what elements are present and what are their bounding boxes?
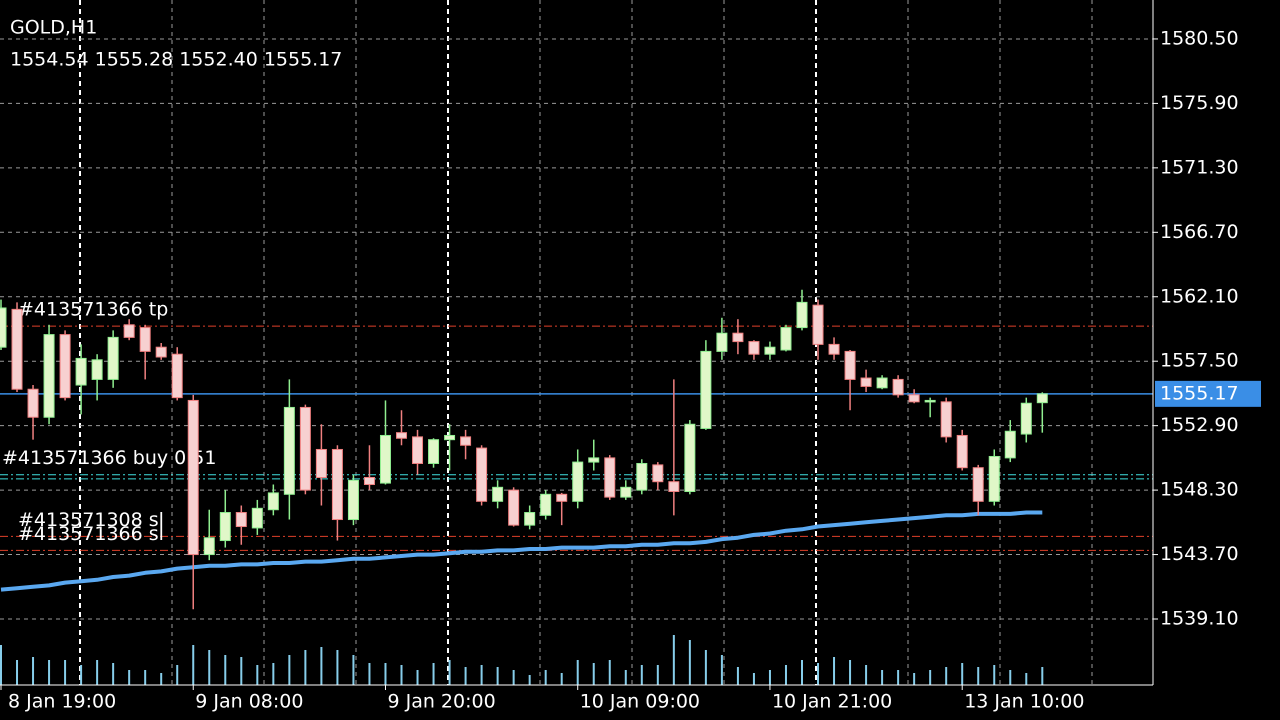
- candle-body: [956, 434, 968, 469]
- x-tick-label: 9 Jan 20:00: [387, 691, 495, 713]
- candle-body: [0, 307, 7, 348]
- candle-body: [732, 332, 744, 343]
- candle-body: [716, 332, 728, 352]
- candle-body: [924, 399, 936, 403]
- y-tick-label: 1571.30: [1160, 156, 1239, 178]
- candle-body: [235, 512, 247, 528]
- candle-body: [860, 377, 872, 387]
- candle-body: [91, 359, 103, 380]
- candle-body: [828, 343, 840, 355]
- candle-body: [171, 353, 183, 399]
- candle-body: [27, 388, 39, 418]
- candle-body: [588, 457, 600, 463]
- y-tick-label: 1539.10: [1160, 608, 1239, 630]
- candle-body: [43, 334, 55, 418]
- y-tick-label: 1543.70: [1160, 543, 1239, 565]
- candle-body: [299, 406, 311, 491]
- plot-area: #413571366 tp #413571366 buy 0.51 #4135713…: [0, 289, 1153, 685]
- candle-body: [267, 492, 279, 511]
- candle-body: [139, 327, 151, 352]
- candle-body: [940, 401, 952, 438]
- ohlc-readout: 1554.54 1555.28 1552.40 1555.17: [10, 49, 342, 71]
- candle-body: [379, 434, 391, 484]
- candle-body: [412, 436, 424, 464]
- candle-body: [1036, 393, 1048, 404]
- y-tick-label: 1580.50: [1160, 27, 1239, 49]
- candle-body: [107, 336, 119, 380]
- candle-body: [492, 486, 504, 502]
- order-level-label: #413571366 sl: [18, 523, 164, 545]
- candle-body: [11, 308, 23, 390]
- order-level-label: #413571366 tp: [18, 299, 168, 321]
- candle-body: [844, 350, 856, 380]
- candle-body: [283, 406, 295, 495]
- order-level-label: #413571308 sl: [18, 509, 164, 531]
- candle-body: [187, 399, 199, 556]
- y-tick-label: 1548.30: [1160, 479, 1239, 501]
- candle-body: [668, 481, 680, 493]
- candle-body: [812, 304, 824, 345]
- candle-body: [219, 512, 231, 542]
- candle-body: [876, 377, 888, 389]
- candle-body: [331, 448, 343, 521]
- y-tick-label: 1575.90: [1160, 92, 1239, 114]
- candle-body: [572, 461, 584, 502]
- y-tick-label: 1552.90: [1160, 414, 1239, 436]
- x-tick-label: 13 Jan 10:00: [964, 691, 1084, 713]
- candle-body: [428, 439, 440, 464]
- moving-average: [0, 510, 1043, 592]
- x-tick-label: 9 Jan 08:00: [195, 691, 303, 713]
- candle-body: [476, 447, 488, 502]
- candle-body: [972, 467, 984, 502]
- candle-body: [75, 357, 87, 386]
- candle-body: [700, 350, 712, 429]
- candle-body: [796, 301, 808, 329]
- candle-body: [892, 378, 904, 396]
- candle-body: [396, 432, 407, 439]
- x-tick-label: 8 Jan 19:00: [8, 691, 116, 713]
- candle-body: [604, 457, 616, 498]
- candle-body: [155, 346, 167, 358]
- candle-body: [363, 476, 375, 486]
- candle-body: [1020, 402, 1032, 435]
- axes: 1580.50 1575.90 1571.30 1566.70 1562.10 1557.…: [0, 27, 1261, 713]
- candle-body: [780, 327, 792, 351]
- candle-body: [59, 334, 71, 399]
- candle-body: [908, 394, 920, 403]
- y-tick-label: 1562.10: [1160, 285, 1239, 307]
- candle-body: [636, 462, 648, 491]
- y-tick-label: 1557.50: [1160, 350, 1239, 372]
- candle-body: [988, 455, 1000, 502]
- x-tick-label: 10 Jan 09:00: [580, 691, 700, 713]
- candle-body: [620, 486, 632, 498]
- candle-body: [203, 537, 215, 556]
- candle-body: [556, 493, 568, 502]
- candle-body: [315, 448, 327, 478]
- candle-body: [764, 346, 776, 355]
- order-level-label: #413571366 buy 0.51: [2, 447, 216, 469]
- candle-body: [444, 434, 456, 441]
- candle-body: [460, 436, 472, 446]
- candle-body: [251, 507, 263, 529]
- y-tick-label: 1566.70: [1160, 221, 1239, 243]
- candle-body: [652, 464, 664, 483]
- candle-body: [347, 479, 359, 521]
- bid-tag: [1155, 380, 1261, 407]
- candle-body: [508, 489, 520, 526]
- candle-body: [1004, 430, 1016, 459]
- candle-body: [540, 493, 552, 516]
- candle-body: [684, 423, 696, 493]
- x-tick-label: 10 Jan 21:00: [772, 691, 892, 713]
- candle-body: [123, 324, 135, 338]
- chart-title: GOLD,H1: [10, 17, 97, 39]
- candle-body: [748, 341, 760, 355]
- candle-body: [524, 512, 536, 526]
- bid-tag-label: 1555.17: [1160, 382, 1239, 404]
